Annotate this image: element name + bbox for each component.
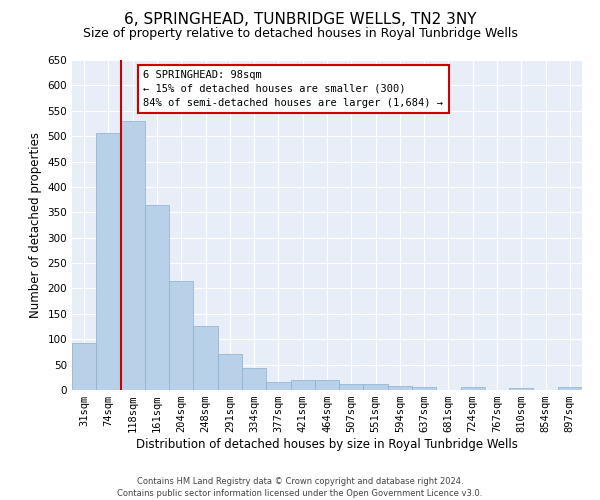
Bar — [339, 384, 364, 390]
Bar — [558, 388, 582, 390]
Bar — [242, 368, 266, 390]
Text: Contains HM Land Registry data © Crown copyright and database right 2024.
Contai: Contains HM Land Registry data © Crown c… — [118, 476, 482, 498]
Bar — [193, 326, 218, 390]
Bar — [145, 204, 169, 390]
Bar — [412, 388, 436, 390]
Text: 6, SPRINGHEAD, TUNBRIDGE WELLS, TN2 3NY: 6, SPRINGHEAD, TUNBRIDGE WELLS, TN2 3NY — [124, 12, 476, 28]
Bar — [364, 384, 388, 390]
Bar — [72, 344, 96, 390]
Bar — [266, 382, 290, 390]
Text: 6 SPRINGHEAD: 98sqm
← 15% of detached houses are smaller (300)
84% of semi-detac: 6 SPRINGHEAD: 98sqm ← 15% of detached ho… — [143, 70, 443, 108]
Bar — [218, 354, 242, 390]
Bar — [290, 380, 315, 390]
Y-axis label: Number of detached properties: Number of detached properties — [29, 132, 42, 318]
Bar — [96, 132, 121, 390]
Bar — [461, 388, 485, 390]
Bar — [388, 386, 412, 390]
Bar — [169, 281, 193, 390]
Bar — [315, 380, 339, 390]
Text: Size of property relative to detached houses in Royal Tunbridge Wells: Size of property relative to detached ho… — [83, 28, 517, 40]
X-axis label: Distribution of detached houses by size in Royal Tunbridge Wells: Distribution of detached houses by size … — [136, 438, 518, 451]
Bar — [121, 121, 145, 390]
Bar — [509, 388, 533, 390]
